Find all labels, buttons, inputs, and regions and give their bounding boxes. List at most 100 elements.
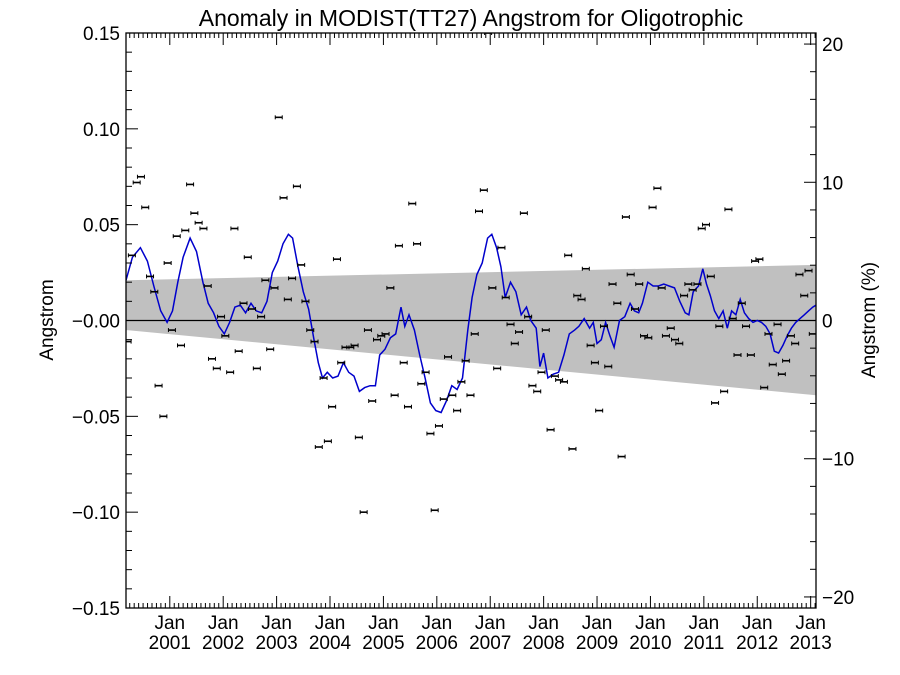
data-point: [426, 431, 435, 436]
x-tick-month-label: Jan: [635, 613, 666, 634]
data-point: [715, 324, 724, 329]
plot-layer: [126, 33, 816, 515]
x-tick-year-label: 2008: [522, 633, 564, 654]
data-point: [644, 335, 653, 340]
data-point: [207, 356, 216, 361]
data-point: [413, 241, 422, 246]
data-point: [203, 284, 212, 288]
data-point: [292, 184, 301, 189]
data-point: [493, 366, 502, 371]
data-point: [332, 257, 341, 262]
data-point: [742, 324, 751, 329]
data-point: [359, 510, 368, 515]
data-point: [590, 360, 599, 365]
data-point: [146, 274, 155, 279]
data-point: [515, 330, 524, 334]
x-tick-year-label: 2013: [790, 633, 832, 654]
data-point: [737, 301, 746, 306]
data-point: [403, 404, 412, 409]
data-point: [564, 253, 573, 258]
data-point: [581, 266, 590, 271]
data-point: [728, 316, 737, 321]
data-point: [386, 285, 395, 290]
data-point: [154, 383, 163, 388]
data-point: [501, 295, 510, 300]
data-point: [266, 347, 275, 352]
data-point: [786, 333, 795, 338]
data-point: [528, 383, 537, 388]
right-tick-label: −10: [822, 450, 854, 471]
data-point: [181, 228, 190, 233]
data-point: [186, 182, 195, 187]
data-point: [533, 389, 542, 394]
data-point: [328, 404, 337, 409]
data-point: [791, 341, 800, 346]
data-point: [724, 207, 733, 212]
data-point: [297, 262, 306, 267]
data-point: [648, 205, 657, 210]
data-point: [688, 287, 697, 292]
data-point: [390, 393, 399, 398]
x-tick-month-label: Jan: [582, 613, 613, 634]
data-point: [448, 393, 457, 398]
data-point: [577, 297, 586, 302]
data-point: [635, 282, 644, 287]
left-tick-label: −0.05: [72, 407, 120, 428]
data-point: [453, 408, 462, 413]
data-point: [506, 322, 515, 327]
data-point: [537, 370, 546, 375]
data-point: [421, 370, 430, 375]
data-point: [373, 337, 382, 342]
data-point: [613, 301, 622, 306]
data-point: [457, 379, 466, 384]
data-point: [190, 211, 199, 216]
data-point: [417, 381, 426, 386]
x-tick-year-label: 2011: [683, 633, 724, 654]
x-tick-month-label: Jan: [475, 613, 506, 634]
data-point: [337, 360, 346, 365]
data-point: [230, 226, 239, 231]
data-point: [314, 445, 323, 449]
data-point: [586, 343, 595, 348]
data-point: [701, 222, 710, 227]
right-tick-label: 0: [822, 312, 833, 333]
right-tick-label: 20: [822, 35, 843, 56]
data-point: [394, 243, 403, 248]
data-point: [408, 201, 417, 206]
data-point: [666, 326, 675, 331]
data-point: [439, 397, 448, 402]
x-tick-month-label: Jan: [315, 613, 346, 634]
data-point: [306, 328, 315, 333]
data-point: [608, 282, 617, 287]
data-point: [479, 188, 488, 193]
data-point: [488, 285, 497, 290]
data-point: [270, 285, 279, 290]
data-point: [653, 186, 662, 191]
data-point: [301, 299, 310, 304]
data-point: [239, 301, 248, 306]
x-tick-month-label: Jan: [208, 613, 239, 634]
data-point: [159, 414, 168, 419]
data-point: [217, 314, 226, 319]
x-tick-month-label: Jan: [528, 613, 559, 634]
data-point: [550, 374, 559, 379]
data-point: [599, 324, 608, 329]
data-point: [226, 370, 235, 375]
data-point: [163, 261, 172, 265]
right-tick-label: −20: [822, 588, 854, 609]
data-point: [604, 364, 613, 369]
data-point: [573, 293, 582, 298]
data-point: [626, 272, 635, 277]
data-point: [773, 322, 782, 327]
data-point: [212, 366, 221, 371]
data-point: [354, 435, 363, 440]
data-point: [804, 268, 813, 273]
data-point: [524, 314, 533, 319]
data-point: [568, 446, 577, 451]
data-point: [808, 331, 816, 336]
right-tick-label: 10: [822, 173, 843, 194]
data-point: [675, 341, 684, 346]
data-point: [684, 282, 693, 287]
data-point: [621, 215, 630, 219]
x-tick-year-label: 2012: [736, 633, 778, 654]
